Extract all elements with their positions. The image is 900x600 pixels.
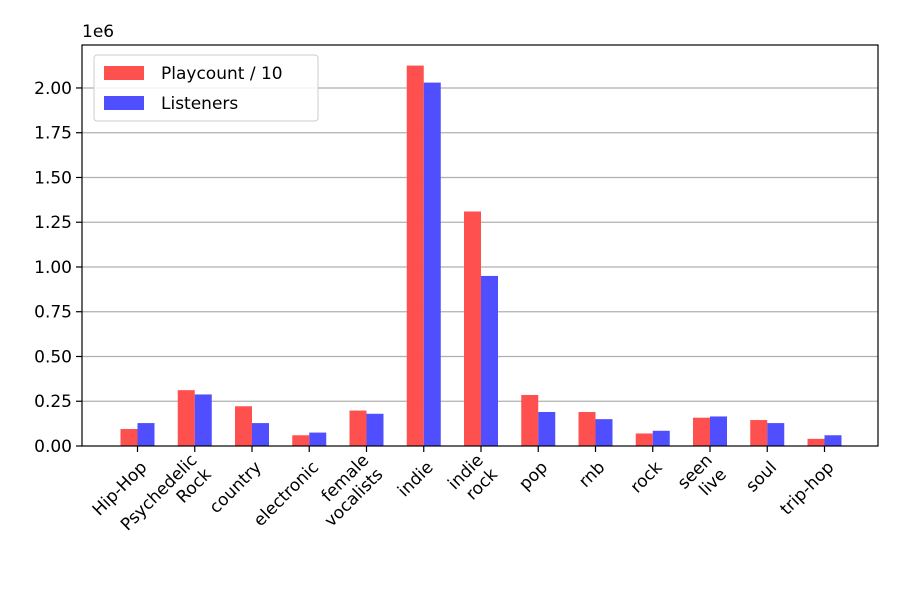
bar-playcount-11	[750, 420, 768, 446]
y-axis: 0.00 0.25 0.50 0.75 1.00 1.25 1.50 1.75 2.00	[34, 79, 82, 457]
bar-listeners-9	[652, 430, 670, 446]
x-tick-label: indie	[394, 458, 437, 501]
bar-playcount-9	[635, 433, 653, 446]
bar-listeners-0	[137, 423, 155, 446]
legend: Playcount / 10 Listeners	[93, 54, 319, 122]
bar-listeners-10	[710, 416, 727, 446]
x-tick-label: pop	[515, 458, 552, 495]
y-tick-label: 1.75	[34, 124, 72, 144]
bar-listeners-4	[366, 413, 384, 446]
y-tick-label: 1.50	[34, 168, 72, 188]
bar-playcount-3	[292, 435, 310, 446]
bar-playcount-8	[578, 411, 596, 446]
legend-swatch-1	[104, 96, 144, 110]
legend-label-1: Listeners	[161, 94, 238, 114]
x-tick-label: rock	[627, 458, 667, 498]
bar-listeners-7	[538, 411, 556, 446]
bar-listeners-5	[423, 82, 441, 446]
bar-listeners-8	[595, 419, 613, 446]
y-tick-label: 2.00	[34, 79, 72, 99]
bar-playcount-5	[406, 65, 424, 447]
x-tick-label: femalevocalists	[307, 450, 388, 531]
bar-listeners-1	[194, 394, 212, 446]
y-tick-label: 0.75	[34, 303, 72, 323]
bar-listeners-6	[481, 275, 498, 446]
y-offset-label: 1e6	[82, 22, 114, 42]
x-tick-label: trip-hop	[777, 458, 839, 520]
legend-label-0: Playcount / 10	[161, 64, 283, 84]
x-tick-label: seenlive	[674, 451, 731, 508]
bar-listeners-3	[309, 432, 327, 446]
y-tick-label: 1.00	[34, 258, 72, 278]
bar-playcount-4	[349, 410, 367, 446]
bar-listeners-2	[252, 423, 269, 446]
plot-frame	[81, 44, 879, 447]
bars	[120, 65, 842, 447]
bar-playcount-6	[464, 211, 481, 446]
legend-swatch-0	[104, 66, 144, 80]
x-tick-label: soul	[742, 458, 781, 497]
bar-playcount-7	[521, 394, 539, 446]
x-tick-label: indierock	[444, 450, 502, 508]
legend-box	[93, 54, 319, 122]
x-axis: Hip-HopPsychedelicRockcountryelectronicf…	[89, 446, 839, 535]
bar-listeners-11	[767, 423, 785, 446]
y-tick-label: 0.25	[34, 392, 72, 412]
y-tick-label: 0.00	[34, 437, 72, 457]
bar-playcount-1	[177, 390, 195, 446]
y-tick-label: 0.50	[34, 347, 72, 367]
y-tick-label: 1.25	[34, 213, 72, 233]
bar-playcount-0	[120, 428, 138, 446]
bar-playcount-2	[235, 406, 252, 446]
x-tick-label: rnb	[575, 458, 609, 492]
bar-playcount-10	[693, 417, 710, 446]
bar-listeners-12	[824, 435, 842, 446]
bar-playcount-12	[807, 438, 825, 446]
